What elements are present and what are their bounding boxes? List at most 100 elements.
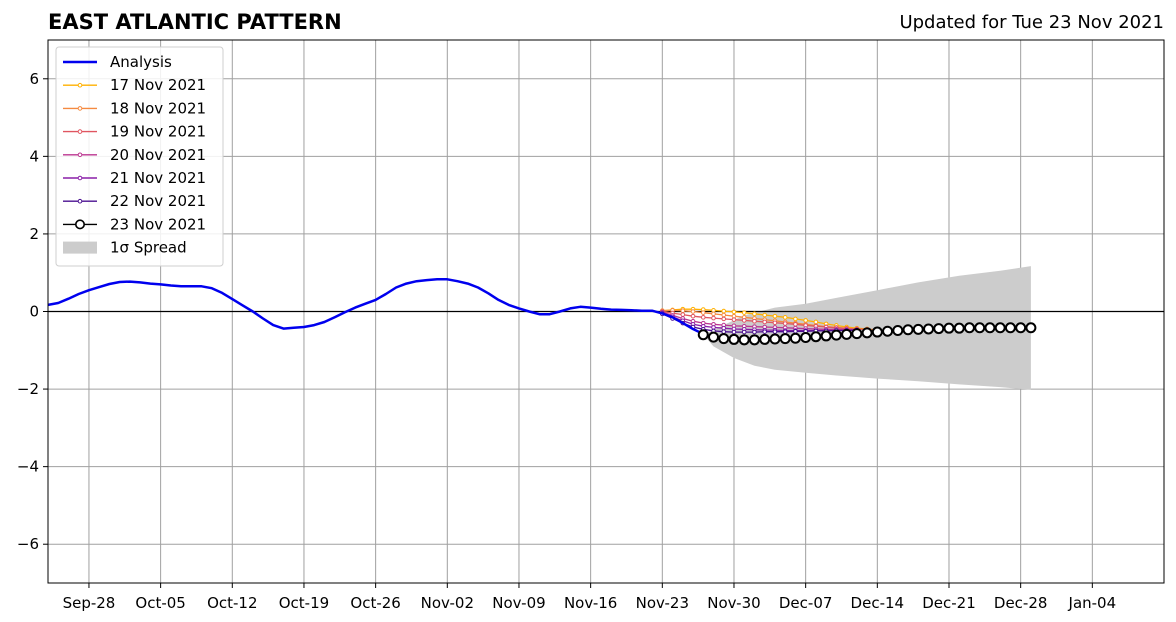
legend-marker (77, 82, 83, 88)
latest-forecast-point (718, 333, 730, 345)
y-tick-label: 4 (29, 147, 39, 165)
forecast-point (690, 309, 696, 314)
latest-forecast-point (984, 322, 996, 334)
forecast-point (711, 315, 716, 321)
forecast-layer (660, 306, 880, 335)
forecast-point (772, 329, 778, 334)
forecast-point (680, 308, 686, 314)
x-tick-label: Dec-28 (994, 594, 1048, 612)
analysis-layer (47, 278, 704, 336)
forecast-point (731, 309, 737, 315)
legend-marker (77, 106, 83, 111)
legend-label: 23 Nov 2021 (110, 215, 206, 233)
x-tick-label: Nov-16 (564, 594, 617, 612)
latest-forecast-point (841, 328, 853, 340)
forecast-point (731, 329, 737, 335)
latest-forecast-point (882, 325, 894, 337)
latest-forecast-point (738, 334, 750, 346)
forecast-point (762, 329, 767, 334)
y-tick-label: 2 (29, 225, 39, 243)
forecast-point (690, 313, 696, 319)
y-tick-label: −2 (17, 380, 39, 398)
legend-label: 22 Nov 2021 (110, 192, 206, 210)
x-tick-label: Dec-14 (851, 594, 905, 612)
forecast-point (782, 315, 788, 320)
x-tick-label: Dec-21 (922, 594, 976, 612)
x-axis-ticks: Sep-28 Oct-05 Oct-12 Oct-19 Oct-26 Nov-02 Nov-… (63, 583, 1116, 612)
legend-marker (77, 175, 83, 181)
x-tick-label: Sep-28 (63, 594, 116, 612)
x-tick-label: Nov-23 (636, 594, 689, 612)
analysis-line (47, 278, 704, 336)
latest-forecast-point (769, 333, 781, 345)
latest-forecast-point (789, 332, 801, 344)
x-tick-label: Oct-26 (350, 594, 400, 612)
legend-label: 21 Nov 2021 (110, 169, 206, 187)
forecast-point (793, 328, 798, 334)
forecast-point (762, 319, 767, 325)
x-tick-label: Nov-02 (421, 594, 474, 612)
forecast-point (793, 316, 798, 322)
latest-forecast-point (830, 329, 842, 341)
y-axis-ticks: 6 4 2 0 −2 −4 −6 (17, 70, 48, 553)
legend-swatch (63, 241, 97, 254)
legend-label: 17 Nov 2021 (110, 76, 206, 94)
legend-marker (77, 129, 83, 134)
x-tick-label: Oct-05 (135, 594, 185, 612)
forecast-point (772, 313, 778, 319)
forecast-point (741, 318, 747, 323)
legend-entry: Analysis (63, 53, 172, 71)
latest-forecast-point (697, 329, 709, 341)
forecast-point (762, 312, 767, 318)
legend-marker (75, 219, 86, 230)
latest-forecast-point (963, 322, 975, 334)
latest-forecast-point (748, 334, 760, 346)
latest-forecast-point (912, 323, 924, 335)
legend-entry: 17 Nov 2021 (63, 76, 206, 94)
forecast-point (741, 310, 747, 315)
legend-label: 1σ Spread (110, 239, 187, 257)
latest-forecast-point (994, 322, 1006, 334)
forecast-point (731, 317, 737, 322)
latest-forecast-layer (697, 322, 1037, 346)
forecast-point (700, 315, 706, 320)
forecast-point (721, 329, 727, 334)
y-tick-label: −4 (17, 458, 39, 476)
y-tick-label: 6 (29, 70, 39, 88)
latest-forecast-point (902, 324, 914, 336)
latest-forecast-point (892, 325, 904, 337)
legend: Analysis 17 Nov 2021 18 Nov 2021 19 Nov 202… (55, 46, 224, 267)
forecast-point (803, 318, 808, 323)
latest-forecast-point (871, 326, 883, 338)
legend-marker (77, 198, 83, 204)
latest-forecast-point (759, 333, 771, 345)
legend-entry: 1σ Spread (63, 239, 187, 257)
latest-forecast-point (820, 330, 832, 342)
latest-forecast-point (953, 322, 965, 334)
latest-forecast-point (923, 323, 935, 335)
forecast-point (782, 321, 788, 326)
forecast-point (752, 311, 757, 317)
latest-forecast-point (974, 322, 986, 334)
legend-marker (77, 152, 83, 158)
updated-date-label: Updated for Tue 23 Nov 2021 (899, 12, 1164, 33)
latest-forecast-point (943, 322, 955, 334)
forecast-point (752, 318, 757, 324)
forecast-point (721, 316, 727, 322)
legend-entry: 18 Nov 2021 (63, 99, 206, 117)
latest-forecast-point (1004, 322, 1016, 334)
latest-forecast-point (810, 331, 822, 343)
forecast-point (711, 311, 716, 317)
forecast-point (772, 320, 778, 326)
latest-forecast-point (708, 331, 720, 343)
legend-entry: 22 Nov 2021 (63, 192, 206, 210)
legend-box (55, 46, 224, 267)
x-tick-label: Dec-07 (779, 594, 833, 612)
forecast-point (752, 329, 757, 335)
latest-forecast-point (1015, 322, 1027, 334)
forecast-point (793, 321, 798, 327)
forecast-point (782, 329, 788, 334)
forecast-point (721, 308, 727, 314)
forecast-point (741, 329, 747, 335)
